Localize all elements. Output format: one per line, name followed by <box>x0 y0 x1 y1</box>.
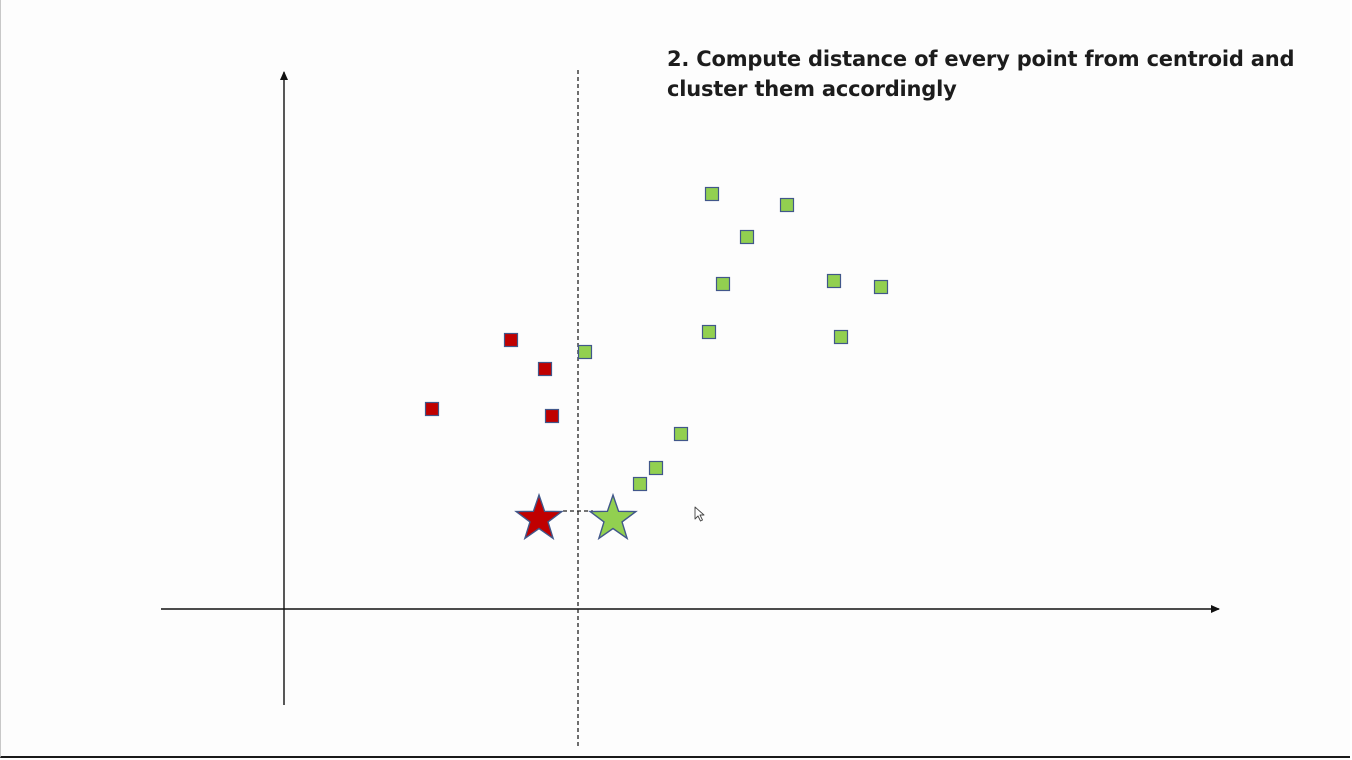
slide-caption: 2. Compute distance of every point from … <box>667 44 1307 104</box>
red-cluster-point <box>424 401 440 417</box>
red-centroid-star-icon <box>514 492 564 541</box>
centroids <box>514 492 638 541</box>
data-points <box>424 186 889 492</box>
mouse-pointer-icon <box>694 506 705 522</box>
green-cluster-point <box>701 324 717 340</box>
green-cluster-point <box>779 197 795 213</box>
green-cluster-point <box>715 276 731 292</box>
green-cluster-point <box>873 279 889 295</box>
red-cluster-point <box>537 361 553 377</box>
green-cluster-point <box>739 229 755 245</box>
caption-line-2: cluster them accordingly <box>667 77 957 101</box>
caption-line-1: 2. Compute distance of every point from … <box>667 47 1295 71</box>
green-cluster-point <box>577 344 593 360</box>
red-cluster-point <box>544 408 560 424</box>
red-cluster-point <box>503 332 519 348</box>
green-cluster-point <box>673 426 689 442</box>
green-centroid-star-icon <box>588 492 638 541</box>
green-cluster-point <box>632 476 648 492</box>
green-cluster-point <box>826 273 842 289</box>
green-cluster-point <box>833 329 849 345</box>
green-cluster-point <box>648 460 664 476</box>
green-cluster-point <box>704 186 720 202</box>
